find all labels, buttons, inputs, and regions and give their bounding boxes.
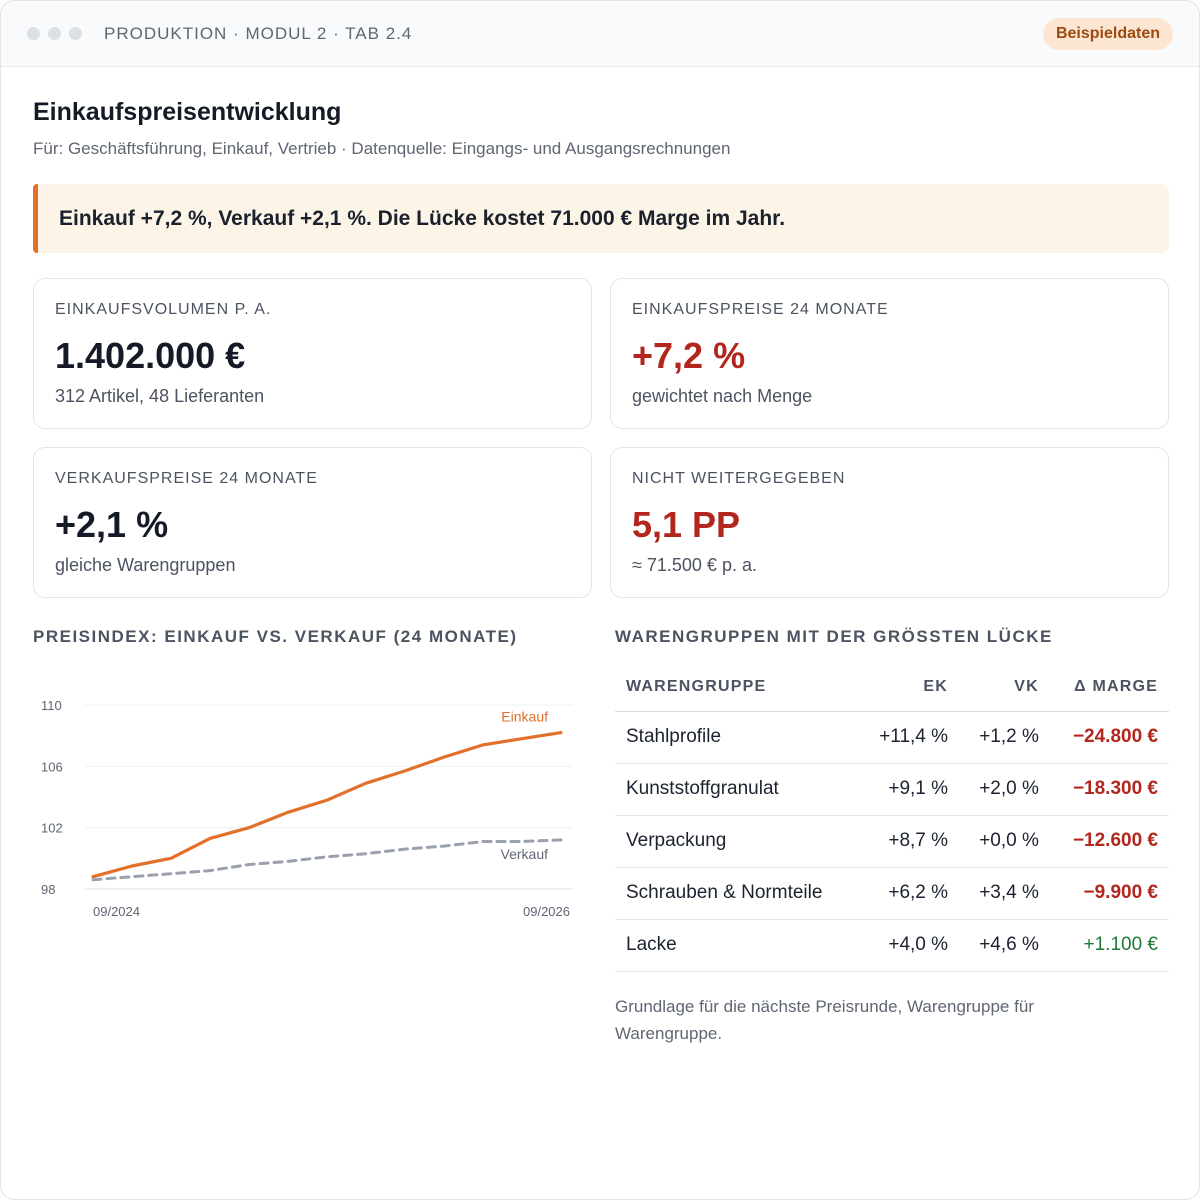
- table-row: Stahlprofile +11,4 % +1,2 % −24.800 €: [615, 711, 1169, 764]
- close-window-dot[interactable]: [27, 27, 40, 40]
- kpi-card-purchase-volume: EINKAUFSVOLUMEN P. A. 1.402.000 € 312 Ar…: [33, 278, 592, 429]
- kpi-note: gewichtet nach Menge: [632, 386, 813, 406]
- kpi-card-purchase-prices: EINKAUFSPREISE 24 MONATE +7,2 % gewichte…: [610, 278, 1169, 429]
- x-tick-label: 09/2026: [523, 904, 570, 919]
- key-insight-banner: Einkauf +7,2 %, Verkauf +2,1 %. Die Lück…: [33, 184, 1169, 253]
- kpi-value: +7,2 %: [632, 335, 746, 376]
- table-header-row: WARENGRUPPE EK VK Δ MARGE: [615, 663, 1169, 712]
- kpi-label: NICHT WEITERGEGEBEN: [632, 470, 846, 487]
- breadcrumb: PRODUKTION · MODUL 2 · TAB 2.4: [104, 23, 413, 43]
- kpi-value: 5,1 PP: [632, 504, 741, 545]
- table-row: Schrauben & Normteile +6,2 % +3,4 % −9.9…: [615, 867, 1169, 920]
- cell-ek: +6,2 %: [857, 867, 960, 920]
- sample-data-badge: Beispieldaten: [1042, 18, 1173, 50]
- kpi-label: EINKAUFSVOLUMEN P. A.: [55, 301, 272, 318]
- window-controls: [27, 27, 82, 40]
- cell-vk: +1,2 %: [959, 711, 1050, 764]
- gap-table: WARENGRUPPE EK VK Δ MARGE Stahlprofile +…: [615, 663, 1169, 972]
- column-header-group[interactable]: WARENGRUPPE: [615, 663, 858, 712]
- cell-vk: +2,0 %: [959, 763, 1050, 816]
- cell-delta: −12.600 €: [1049, 815, 1169, 868]
- cell-ek: +11,4 %: [857, 711, 960, 764]
- minimize-window-dot[interactable]: [48, 27, 61, 40]
- cell-vk: +4,6 %: [959, 919, 1050, 972]
- series-line-verkauf: [91, 838, 563, 882]
- column-header-ek[interactable]: EK: [857, 663, 960, 712]
- kpi-label: EINKAUFSPREISE 24 MONATE: [632, 301, 889, 318]
- kpi-value: +2,1 %: [55, 504, 169, 545]
- page-subtitle: Für: Geschäftsführung, Einkauf, Vertrieb…: [33, 139, 731, 158]
- table-row: Verpackung +8,7 % +0,0 % −12.600 €: [615, 815, 1169, 868]
- cell-delta: −9.900 €: [1049, 867, 1169, 920]
- cell-delta: +1.100 €: [1049, 919, 1169, 972]
- y-tick-label: 98: [41, 882, 55, 897]
- cell-delta: −18.300 €: [1049, 763, 1169, 816]
- key-insight-text: Einkauf +7,2 %, Verkauf +2,1 %. Die Lück…: [59, 206, 786, 230]
- maximize-window-dot[interactable]: [69, 27, 82, 40]
- kpi-card-not-passed-on: NICHT WEITERGEGEBEN 5,1 PP ≈ 71.500 € p.…: [610, 447, 1169, 598]
- y-tick-label: 110: [41, 698, 62, 713]
- price-index-chart: 98 102 106 110 09/2024 09/2026 Einkauf Verkauf: [41, 698, 573, 919]
- cell-group: Kunststoffgranulat: [615, 763, 858, 816]
- kpi-note: gleiche Warengruppen: [55, 555, 236, 575]
- footnote: Grundlage für die nächste Preisrunde, Wa…: [615, 997, 1034, 1043]
- cell-delta: −24.800 €: [1049, 711, 1169, 764]
- series-line-einkauf: [91, 730, 563, 879]
- kpi-label: VERKAUFSPREISE 24 MONATE: [55, 470, 318, 487]
- kpi-note: 312 Artikel, 48 Lieferanten: [55, 386, 265, 406]
- table-section-title: WARENGRUPPEN MIT DER GRÖSSTEN LÜCKE: [615, 627, 1053, 646]
- column-header-delta-margin[interactable]: Δ MARGE: [1049, 663, 1169, 712]
- cell-group: Stahlprofile: [615, 711, 858, 764]
- title-bar: PRODUKTION · MODUL 2 · TAB 2.4 Beispield…: [1, 1, 1199, 67]
- kpi-card-sales-prices: VERKAUFSPREISE 24 MONATE +2,1 % gleiche …: [33, 447, 592, 598]
- y-tick-label: 102: [41, 821, 63, 836]
- y-tick-label: 106: [41, 759, 63, 774]
- kpi-note: ≈ 71.500 € p. a.: [632, 555, 757, 575]
- series-label-verkauf: Verkauf: [501, 846, 549, 862]
- cell-ek: +4,0 %: [857, 919, 960, 972]
- kpi-value: 1.402.000 €: [55, 335, 246, 376]
- cell-vk: +0,0 %: [959, 815, 1050, 868]
- cell-group: Schrauben & Normteile: [615, 867, 858, 920]
- column-header-vk[interactable]: VK: [959, 663, 1050, 712]
- series-label-einkauf: Einkauf: [501, 709, 548, 725]
- cell-group: Lacke: [615, 919, 858, 972]
- chart-section-title: PREISINDEX: EINKAUF VS. VERKAUF (24 MONA…: [33, 627, 518, 646]
- x-tick-label: 09/2024: [93, 904, 140, 919]
- cell-ek: +9,1 %: [857, 763, 960, 816]
- table-row: Kunststoffgranulat +9,1 % +2,0 % −18.300…: [615, 763, 1169, 816]
- table-row: Lacke +4,0 % +4,6 % +1.100 €: [615, 919, 1169, 972]
- cell-ek: +8,7 %: [857, 815, 960, 868]
- page-title: Einkaufspreisentwicklung: [33, 98, 342, 126]
- cell-vk: +3,4 %: [959, 867, 1050, 920]
- cell-group: Verpackung: [615, 815, 858, 868]
